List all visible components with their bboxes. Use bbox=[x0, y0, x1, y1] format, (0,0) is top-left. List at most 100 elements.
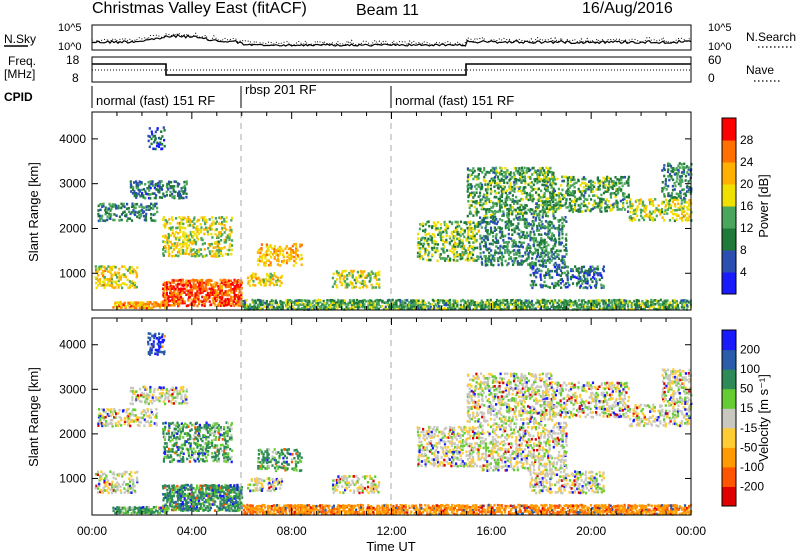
heatmap-cell-power-cells-10 bbox=[406, 307, 409, 311]
heatmap-cell-power-cells-4 bbox=[133, 283, 136, 287]
heatmap-cell-power-cells-10 bbox=[623, 299, 626, 302]
heatmap-cell-power-cells-0 bbox=[106, 218, 109, 222]
heatmap-cell-vel-cells-0 bbox=[119, 417, 123, 420]
heatmap-cell-power-cells-10 bbox=[329, 306, 332, 309]
heatmap-cell-power-cells-12 bbox=[542, 171, 545, 175]
heatmap-cell-power-cells-0 bbox=[136, 215, 139, 219]
heatmap-cell-power-cells-12 bbox=[517, 212, 520, 216]
heatmap-cell-power-cells-14 bbox=[543, 176, 546, 179]
heatmap-cell-power-cells-15 bbox=[628, 210, 632, 214]
heatmap-cell-power-cells-6 bbox=[119, 300, 122, 304]
heatmap-cell-power-cells-13 bbox=[480, 257, 484, 261]
heatmap-cell-power-cells-6 bbox=[137, 304, 140, 307]
heatmap-cell-power-cells-3 bbox=[219, 231, 222, 234]
heatmap-cell-power-cells-12 bbox=[486, 195, 489, 199]
heatmap-cell-power-cells-12 bbox=[493, 179, 497, 183]
heatmap-cell-power-cells-10 bbox=[527, 299, 530, 303]
heatmap-cell-power-cells-17 bbox=[601, 268, 605, 271]
heatmap-cell-power-cells-3 bbox=[203, 255, 206, 258]
heatmap-cell-power-cells-7 bbox=[273, 245, 276, 248]
heatmap-cell-power-cells-5 bbox=[233, 293, 236, 297]
heatmap-cell-power-cells-3 bbox=[173, 244, 176, 248]
heatmap-cell-power-cells-0 bbox=[100, 217, 103, 220]
heatmap-cell-power-cells-1 bbox=[135, 196, 138, 199]
heatmap-cell-power-cells-17 bbox=[588, 268, 591, 271]
heatmap-cell-power-cells-5 bbox=[190, 298, 193, 301]
heatmap-cell-power-cells-12 bbox=[477, 173, 480, 176]
heatmap-cell-power-cells-10 bbox=[588, 305, 591, 309]
heatmap-cell-power-cells-9 bbox=[365, 284, 368, 288]
heatmap-cell-power-cells-10 bbox=[454, 299, 457, 303]
heatmap-cell-power-cells-7 bbox=[259, 247, 262, 251]
heatmap-cell-power-cells-11 bbox=[416, 255, 419, 258]
heatmap-cell-power-cells-5 bbox=[191, 294, 194, 297]
heatmap-cell-power-cells-12 bbox=[475, 211, 478, 215]
heatmap-cell-power-cells-17 bbox=[559, 282, 562, 285]
cpid-segment-3: normal (fast) 151 RF bbox=[395, 93, 514, 108]
heatmap-cell-power-cells-9 bbox=[351, 276, 354, 279]
heatmap-cell-power-cells-16 bbox=[673, 173, 676, 176]
heatmap-cell-vel-cells-1 bbox=[136, 394, 139, 397]
heatmap-cell-power-cells-6 bbox=[149, 301, 152, 304]
heatmap-cell-power-cells-3 bbox=[210, 232, 213, 236]
heatmap-cell-power-cells-14 bbox=[616, 188, 619, 191]
heatmap-cell-power-cells-10 bbox=[479, 307, 483, 310]
heatmap-cell-power-cells-1 bbox=[133, 181, 136, 184]
heatmap-cell-power-cells-12 bbox=[536, 193, 539, 196]
heatmap-cell-power-cells-1 bbox=[137, 192, 140, 196]
heatmap-cell-power-cells-0 bbox=[122, 202, 125, 206]
heatmap-cell-power-cells-13 bbox=[507, 240, 510, 244]
heatmap-cell-power-cells-11 bbox=[467, 221, 470, 224]
heatmap-cell-power-cells-1 bbox=[147, 180, 150, 184]
heatmap-cell-power-cells-5 bbox=[185, 281, 188, 284]
heatmap-cell-power-cells-3 bbox=[179, 228, 182, 231]
heatmap-cell-power-cells-4 bbox=[118, 275, 121, 279]
heatmap-cell-power-cells-15 bbox=[655, 214, 658, 218]
heatmap-cell-power-cells-10 bbox=[452, 299, 455, 302]
heatmap-cell-power-cells-10 bbox=[379, 298, 382, 302]
heatmap-cell-power-cells-5 bbox=[238, 295, 241, 298]
heatmap-cell-power-cells-1 bbox=[142, 194, 145, 197]
heatmap-cell-power-cells-2 bbox=[159, 141, 162, 144]
heatmap-cell-power-cells-15 bbox=[651, 203, 654, 206]
heatmap-cell-power-cells-11 bbox=[463, 231, 466, 234]
heatmap-cell-power-cells-17 bbox=[580, 265, 584, 269]
heatmap-cell-power-cells-13 bbox=[531, 257, 534, 260]
heatmap-cell-power-cells-13 bbox=[514, 243, 517, 247]
heatmap-cell-power-cells-7 bbox=[257, 248, 260, 252]
heatmap-cell-power-cells-12 bbox=[520, 192, 524, 195]
heatmap-cell-power-cells-14 bbox=[590, 184, 593, 187]
heatmap-cell-power-cells-12 bbox=[550, 170, 553, 174]
heatmap-cell-power-cells-12 bbox=[527, 175, 530, 179]
heatmap-cell-power-cells-16 bbox=[675, 192, 678, 196]
heatmap-cell-power-cells-5 bbox=[167, 297, 170, 300]
heatmap-cell-power-cells-10 bbox=[272, 305, 275, 309]
heatmap-cell-power-cells-15 bbox=[631, 219, 634, 222]
heatmap-cell-power-cells-10 bbox=[661, 303, 664, 306]
heatmap-cell-power-cells-11 bbox=[426, 258, 429, 262]
heatmap-cell-power-cells-13 bbox=[497, 246, 500, 250]
heatmap-cell-power-cells-4 bbox=[103, 281, 106, 285]
heatmap-cell-power-cells-11 bbox=[431, 253, 434, 257]
heatmap-cell-power-cells-10 bbox=[583, 303, 586, 307]
heatmap-cell-power-cells-14 bbox=[604, 206, 607, 210]
heatmap-cell-power-cells-11 bbox=[427, 245, 431, 248]
heatmap-cell-power-cells-10 bbox=[436, 302, 440, 305]
heatmap-cell-power-cells-13 bbox=[488, 247, 491, 250]
heatmap-cell-power-cells-13 bbox=[536, 248, 539, 252]
heatmap-cell-power-cells-12 bbox=[499, 205, 502, 209]
heatmap-cell-power-cells-12 bbox=[535, 202, 539, 205]
heatmap-cell-power-cells-3 bbox=[206, 233, 210, 236]
heatmap-cell-power-cells-4 bbox=[128, 271, 132, 275]
heatmap-cell-vel-cells-0 bbox=[139, 421, 142, 424]
heatmap-cell-power-cells-5 bbox=[187, 293, 190, 296]
heatmap-cell-power-cells-17 bbox=[570, 269, 573, 273]
heatmap-cell-power-cells-0 bbox=[125, 214, 128, 218]
heatmap-cell-power-cells-9 bbox=[350, 269, 353, 273]
heatmap-cell-power-cells-10 bbox=[643, 307, 646, 311]
heatmap-cell-power-cells-13 bbox=[491, 257, 494, 260]
heatmap-cell-power-cells-0 bbox=[110, 213, 113, 216]
heatmap-cell-power-cells-12 bbox=[486, 188, 489, 191]
heatmap-cell-power-cells-6 bbox=[158, 306, 162, 309]
heatmap-cell-power-cells-14 bbox=[627, 175, 631, 179]
